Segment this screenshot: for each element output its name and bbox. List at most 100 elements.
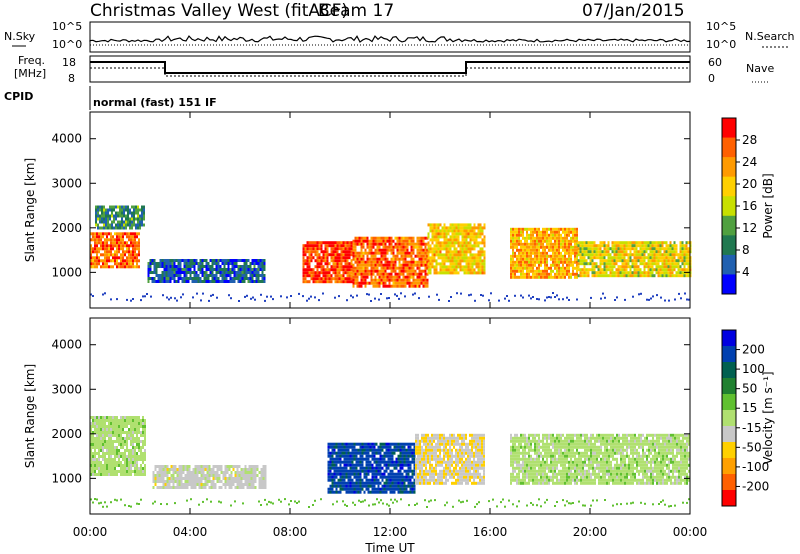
data-cell xyxy=(589,256,592,260)
data-cell xyxy=(427,223,430,227)
data-cell xyxy=(593,265,596,269)
data-cell xyxy=(196,292,198,295)
data-cell xyxy=(226,483,229,486)
power-ylabel: Slant Range [km] xyxy=(23,158,37,262)
data-cell xyxy=(390,260,393,264)
data-cell xyxy=(439,229,442,233)
data-cell xyxy=(340,241,343,245)
data-cell xyxy=(459,241,462,245)
data-cell xyxy=(108,422,110,425)
data-cell xyxy=(234,465,237,468)
data-cell xyxy=(375,472,378,476)
data-cell xyxy=(410,242,413,246)
data-cell xyxy=(195,277,198,280)
data-cell xyxy=(332,265,335,269)
data-cell xyxy=(153,271,156,274)
data-cell xyxy=(443,223,446,227)
data-cell xyxy=(186,474,189,477)
data-cell xyxy=(398,266,401,270)
data-cell xyxy=(518,269,520,273)
data-cell xyxy=(514,245,516,249)
data-cell xyxy=(314,253,317,257)
data-cell xyxy=(104,440,106,443)
data-cell xyxy=(685,268,688,272)
data-cell xyxy=(619,271,622,275)
data-cell xyxy=(245,277,248,280)
data-cell xyxy=(359,472,362,476)
data-cell xyxy=(329,475,332,479)
data-cell xyxy=(554,257,556,261)
data-cell xyxy=(128,232,130,236)
data-cell xyxy=(443,241,446,245)
data-cell xyxy=(524,227,526,231)
data-cell xyxy=(104,416,106,419)
data-cell xyxy=(461,229,464,233)
data-cell xyxy=(338,262,341,266)
data-cell xyxy=(327,472,330,476)
data-cell xyxy=(329,484,332,488)
data-cell xyxy=(477,235,480,239)
data-cell xyxy=(558,242,560,246)
data-cell xyxy=(463,238,466,242)
data-cell xyxy=(190,486,193,489)
data-cell xyxy=(199,268,202,271)
data-cell xyxy=(685,253,688,257)
data-cell xyxy=(320,256,323,260)
data-cell xyxy=(516,233,518,237)
data-cell xyxy=(260,471,263,474)
data-cell xyxy=(149,268,152,271)
data-cell xyxy=(322,259,325,263)
data-cell xyxy=(475,232,478,236)
data-cell xyxy=(621,265,624,269)
data-cell xyxy=(106,443,108,446)
data-cell xyxy=(390,272,393,276)
data-cell xyxy=(178,468,181,471)
data-cell xyxy=(415,457,417,461)
data-cell xyxy=(185,262,188,265)
data-cell xyxy=(359,457,362,461)
data-cell xyxy=(198,471,201,474)
data-cell xyxy=(98,422,100,425)
data-cell xyxy=(651,250,654,254)
data-cell xyxy=(175,280,178,283)
data-cell xyxy=(144,470,146,473)
data-cell xyxy=(308,280,311,284)
data-cell xyxy=(637,265,640,269)
data-cell xyxy=(320,244,323,248)
data-cell xyxy=(103,211,105,215)
data-cell xyxy=(213,280,216,283)
data-cell xyxy=(98,241,100,245)
data-cell xyxy=(144,295,146,298)
data-cell xyxy=(247,259,250,262)
data-cell xyxy=(665,265,668,269)
data-cell xyxy=(593,271,596,275)
data-cell xyxy=(400,242,403,246)
data-cell xyxy=(389,451,392,455)
data-cell xyxy=(310,268,313,272)
data-cell xyxy=(331,487,334,491)
data-cell xyxy=(402,269,405,273)
data-cell xyxy=(406,281,409,285)
data-cell xyxy=(132,298,134,300)
data-cell xyxy=(130,299,132,302)
data-cell xyxy=(120,425,122,428)
data-cell xyxy=(337,442,340,446)
data-cell xyxy=(140,467,142,470)
data-cell xyxy=(667,244,670,248)
data-cell xyxy=(574,239,576,243)
data-cell xyxy=(124,244,126,248)
data-cell xyxy=(365,457,368,461)
data-cell xyxy=(253,271,256,274)
data-cell xyxy=(542,269,544,273)
data-cell xyxy=(211,268,214,271)
data-cell xyxy=(402,278,405,282)
data-cell xyxy=(388,242,391,246)
data-cell xyxy=(138,455,140,458)
data-cell xyxy=(570,254,572,258)
data-cell xyxy=(90,434,92,437)
data-cell xyxy=(102,247,104,251)
data-cell xyxy=(249,268,252,271)
data-cell xyxy=(356,284,359,288)
data-cell xyxy=(455,241,458,245)
data-cell xyxy=(92,470,94,473)
